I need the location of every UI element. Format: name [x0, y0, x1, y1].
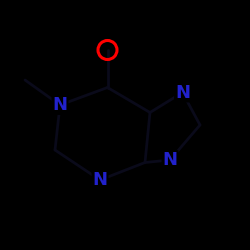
Text: N: N: [92, 171, 108, 189]
Text: N: N: [52, 96, 68, 114]
Text: N: N: [162, 151, 178, 169]
Text: N: N: [175, 84, 190, 102]
